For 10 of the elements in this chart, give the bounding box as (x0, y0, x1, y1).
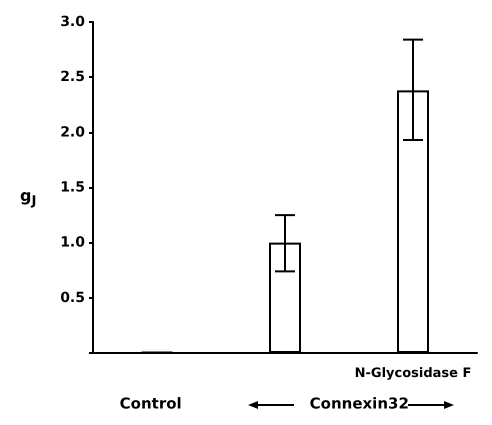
x-tick-label: N-Glycosidase F (354, 366, 472, 381)
y-tick-label: 1.5 (60, 180, 85, 196)
y-tick-label: 2.5 (60, 69, 85, 86)
y-tick-label: 3.0 (60, 14, 86, 30)
text: Control (120, 394, 182, 412)
y-axis-title: g$_{J}$ (20, 186, 36, 210)
y-tick-label: 0.5 (60, 290, 85, 306)
text: Connexin32 (310, 394, 409, 412)
y-tick-label: 2.0 (60, 124, 86, 140)
y-tick-label: 1.0 (60, 234, 86, 251)
